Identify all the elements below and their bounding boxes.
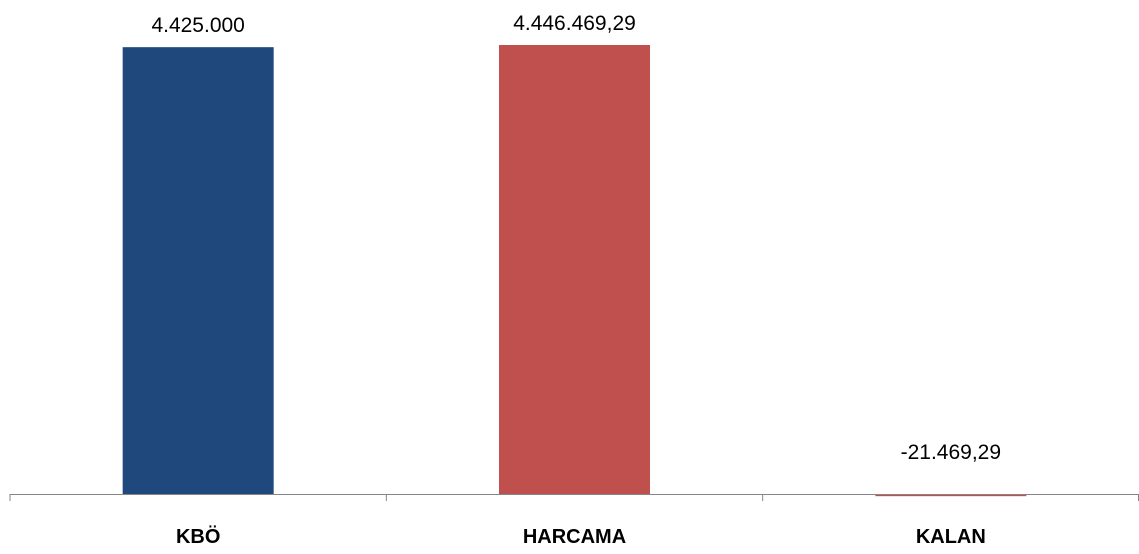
labels-group: 4.425.000 KBÖ 4.446.469,29 HARCAMA -21.469,2… xyxy=(151,12,1001,548)
bar-kbo xyxy=(122,47,274,495)
data-label-harcama: 4.446.469,29 xyxy=(513,12,636,35)
bar-harcama xyxy=(499,45,650,494)
bars-group xyxy=(122,45,1027,497)
data-label-kalan: -21.469,29 xyxy=(901,441,1001,464)
category-label-kbo: KBÖ xyxy=(176,525,220,548)
category-label-harcama: HARCAMA xyxy=(523,526,626,548)
data-label-kbo: 4.425.000 xyxy=(151,14,244,37)
bar-kalan xyxy=(875,494,1027,497)
category-label-kalan: KALAN xyxy=(916,526,986,548)
